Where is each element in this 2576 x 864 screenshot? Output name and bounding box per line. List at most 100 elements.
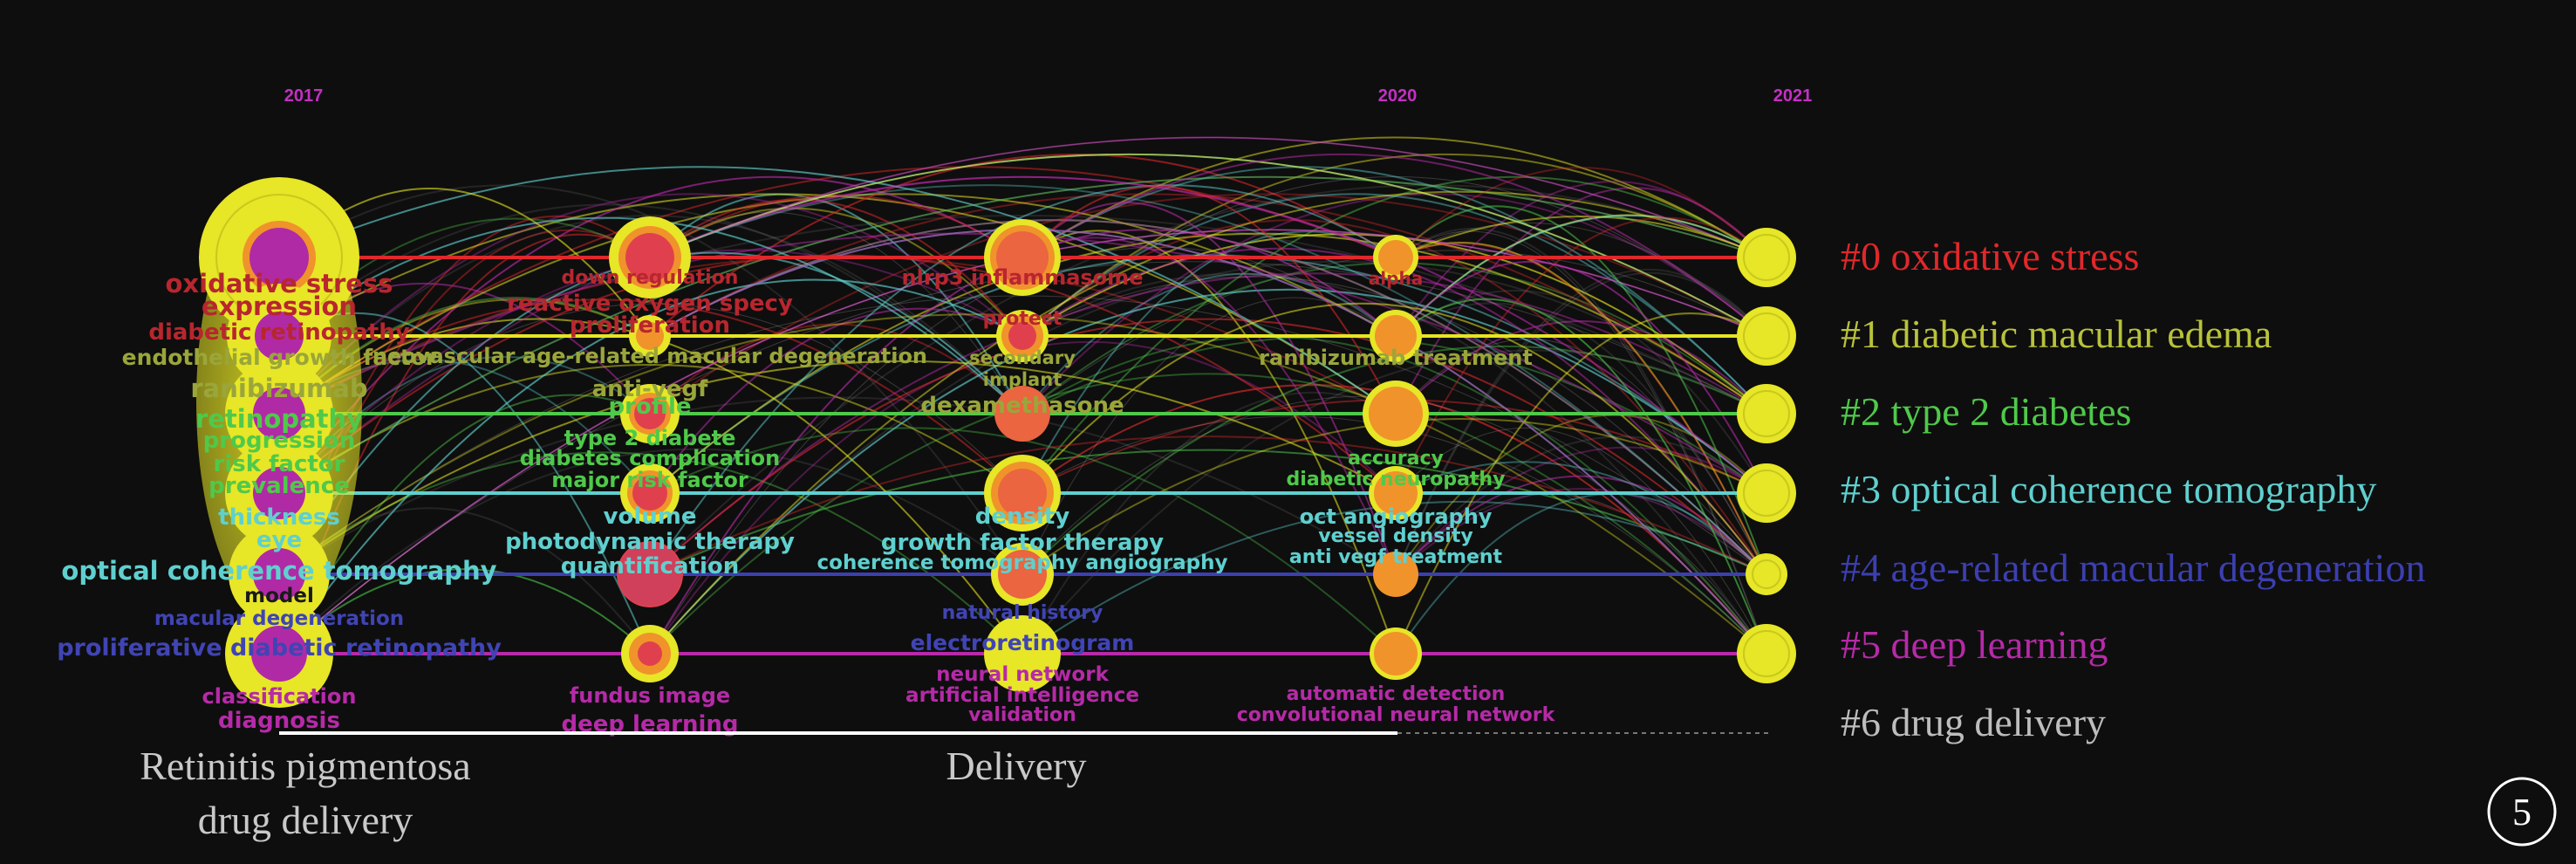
- link-arc: [1395, 488, 1767, 575]
- link-arc: [1395, 493, 1767, 655]
- link-arc: [1022, 349, 1767, 655]
- keyword-label: density: [975, 504, 1070, 530]
- node-prevalence-ring: [253, 467, 305, 519]
- link-arc: [1395, 181, 1767, 337]
- keyword-label: implant: [983, 369, 1062, 390]
- link-arc: [1395, 205, 1767, 575]
- link-arc: [1022, 276, 1767, 575]
- link-arc: [1022, 302, 1767, 575]
- page-number-badge: 5: [2487, 777, 2557, 847]
- keyword-label: endothelial growth factor: [122, 345, 437, 370]
- node-electroretinogram-ring: [984, 615, 1061, 692]
- keyword-label: volume: [604, 504, 697, 530]
- link-arc: [1022, 297, 1397, 575]
- link-arc: [1022, 272, 1397, 415]
- link-arc: [1395, 435, 1767, 575]
- link-arc: [278, 360, 1397, 575]
- link-arc: [1022, 136, 1767, 258]
- node-nlrp3-inflammasome: [984, 219, 1061, 296]
- link-arc: [649, 184, 1767, 575]
- link-arc: [1022, 185, 1397, 415]
- keyword-nodes: [196, 177, 1796, 708]
- cluster-legend: #0 oxidative stress #1 diabetic macular …: [1841, 234, 2425, 744]
- node-oxidative-stress: [199, 177, 359, 338]
- node-optical-coherence-tomography-ring: [253, 548, 305, 600]
- page-number: 5: [2512, 791, 2532, 833]
- keyword-label: dexamethasone: [920, 393, 1124, 419]
- keyword-label: ranibizumab treatment: [1259, 346, 1533, 370]
- keyword-label: diabetic neuropathy: [1287, 469, 1506, 490]
- node-dexamethasone-ring: [994, 386, 1050, 442]
- link-arc: [649, 323, 1023, 415]
- link-arc: [1395, 320, 1767, 415]
- link-arc: [649, 190, 1767, 655]
- node-2021-cluster-0: [1737, 228, 1796, 287]
- node-2021-cluster-2-ring: [1743, 390, 1790, 437]
- link-arc: [649, 137, 1767, 258]
- node-2021-cluster-5-ring: [1743, 630, 1790, 677]
- keyword-label: neural network: [936, 663, 1109, 686]
- node-nlrp3-inflammasome-ring: [996, 231, 1049, 284]
- link-arc: [278, 278, 1023, 655]
- link-arc: [1395, 271, 1767, 575]
- bottom-label-drug-delivery: drug delivery: [198, 798, 413, 842]
- node-prevalence: [225, 439, 333, 547]
- node-ranibizumab-treatment: [1370, 310, 1422, 362]
- drug-delivery-labels: Retinitis pigmentosa drug delivery Deliv…: [140, 744, 1086, 842]
- node-accuracy: [1363, 381, 1429, 447]
- link-arc: [1395, 228, 1767, 655]
- link-arc: [1022, 153, 1767, 337]
- keyword-label: macular degeneration: [154, 607, 404, 630]
- keyword-label: protect: [983, 308, 1063, 330]
- node-quantification-ring: [618, 543, 681, 606]
- node-major-risk-factor: [620, 463, 680, 523]
- link-arc: [649, 184, 1397, 575]
- link-arc: [1395, 222, 1767, 337]
- node-2021-cluster-5: [1737, 624, 1796, 683]
- node-retinopathy: [225, 360, 333, 468]
- node-coherence-tomography-angiography-ring: [998, 550, 1047, 599]
- keyword-label: prevalence: [208, 473, 350, 499]
- link-arc: [278, 448, 1023, 655]
- link-arc: [649, 153, 1767, 337]
- keyword-label: major risk factor: [551, 468, 748, 492]
- link-arc: [278, 175, 1767, 494]
- node-2021-cluster-4: [1746, 553, 1787, 595]
- keyword-label: vessel density: [1318, 525, 1472, 547]
- node-dexamethasone: [994, 386, 1050, 442]
- keyword-label: reactive oxygen specy: [507, 291, 793, 317]
- node-anti-vegf-ring: [634, 398, 666, 429]
- link-arc: [278, 396, 1397, 575]
- year-axis-labels: 2017 2020 2021: [284, 86, 1813, 106]
- node-proliferation: [629, 315, 671, 357]
- link-arc: [1395, 230, 1767, 655]
- keyword-label: eye: [256, 527, 302, 553]
- year-label-2020: 2020: [1378, 86, 1418, 106]
- link-arc: [649, 153, 1397, 337]
- keyword-label: progression: [203, 428, 356, 454]
- link-arc: [1395, 261, 1767, 494]
- link-arc: [1022, 272, 1767, 655]
- link-arc: [649, 193, 1767, 415]
- link-arc: [278, 175, 1767, 494]
- legend-cluster-5: #5 deep learning: [1841, 622, 2108, 667]
- node-major-risk-factor-ring: [632, 476, 667, 511]
- node-electroretinogram: [984, 615, 1061, 692]
- year-label-2017: 2017: [284, 86, 324, 106]
- keyword-label: classification: [202, 684, 357, 709]
- link-arc: [1395, 187, 1767, 415]
- keyword-label: thickness: [218, 504, 340, 531]
- keyword-label: type 2 diabete: [564, 426, 736, 450]
- keyword-label: anti-vegf: [592, 376, 708, 402]
- keyword-label: diabetic retinopathy: [148, 319, 409, 346]
- keyword-label: risk factor: [214, 451, 345, 477]
- link-arc: [278, 295, 1767, 575]
- node-accuracy-ring: [1369, 387, 1423, 441]
- link-arc: [278, 363, 1023, 494]
- link-arc: [649, 193, 1767, 415]
- keyword-label: retinopathy: [195, 404, 363, 434]
- node-coherence-tomography-angiography: [991, 543, 1054, 606]
- keyword-label: validation: [968, 704, 1076, 726]
- link-arc: [1395, 167, 1767, 258]
